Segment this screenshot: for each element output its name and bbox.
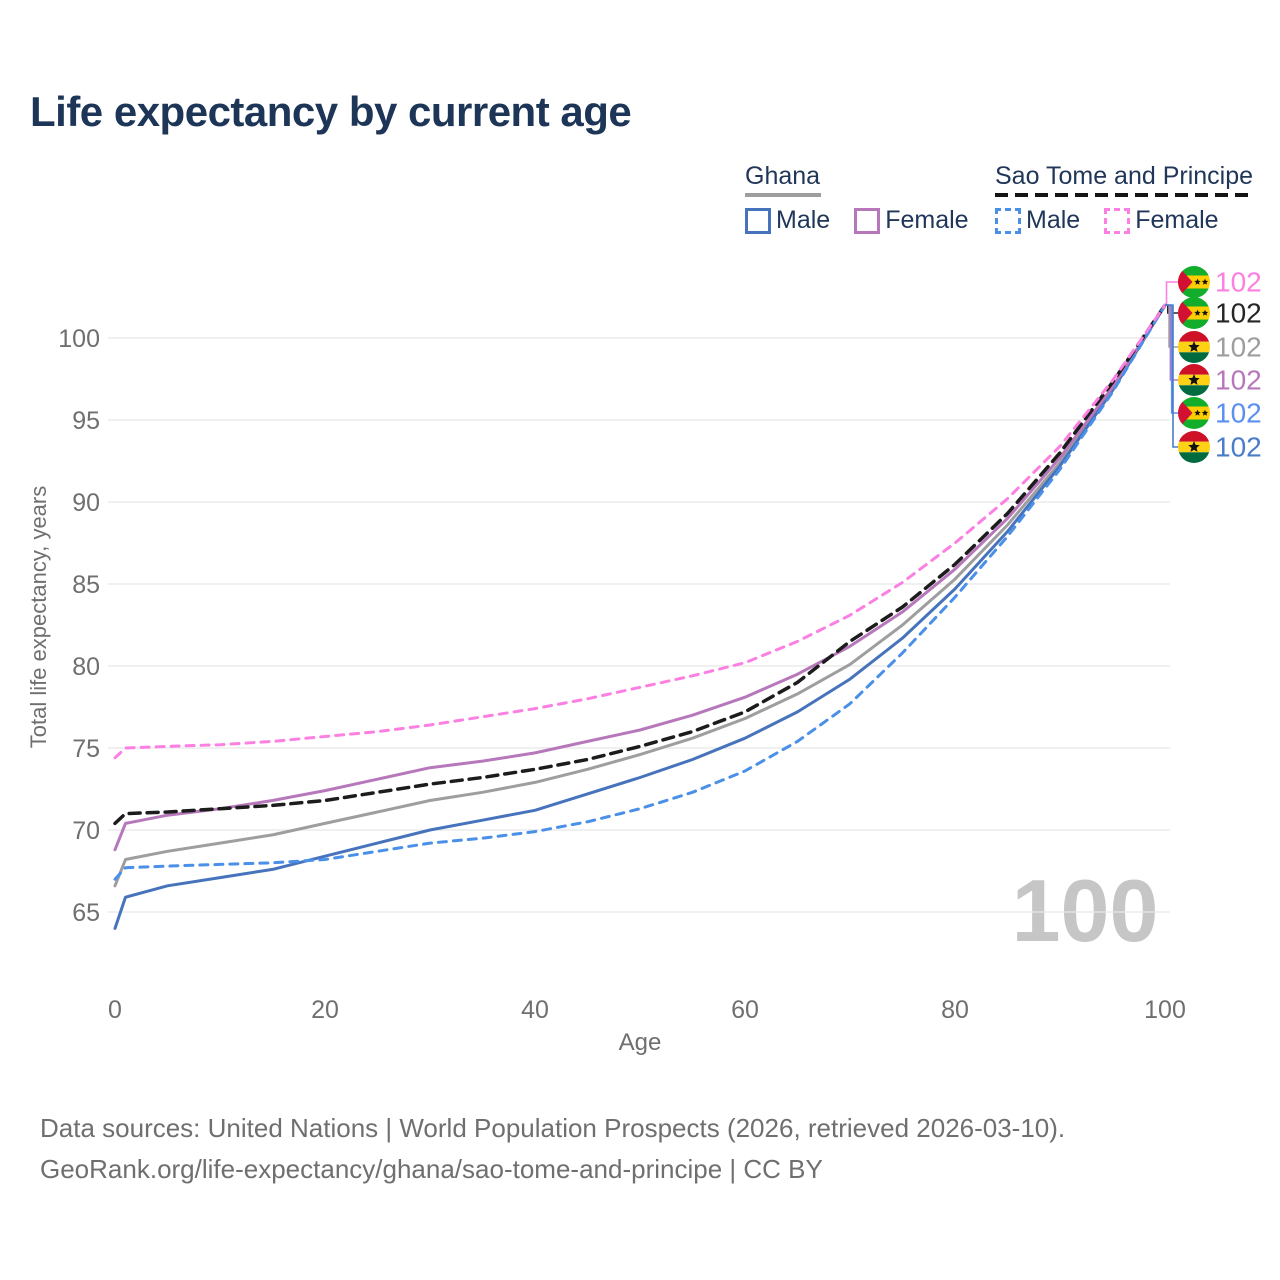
y-axis-tick-labels: 65 70 75 80 85 90 95 100 bbox=[58, 325, 100, 927]
legend-items: Male Female bbox=[745, 206, 993, 235]
series-line-sao-tome-and-principe-female bbox=[113, 303, 1167, 760]
ghana-flag-icon bbox=[1178, 431, 1210, 463]
end-label-value: 102 bbox=[1215, 332, 1262, 363]
end-label-connector bbox=[1165, 304, 1178, 448]
y-tick-label: 70 bbox=[72, 817, 100, 845]
legend-items: Male Female bbox=[995, 206, 1255, 235]
legend-item-label: Male bbox=[776, 206, 831, 234]
legend-group-ghana: Ghana Male Female bbox=[745, 163, 993, 235]
x-axis-title: Age bbox=[619, 1029, 662, 1056]
y-tick-label: 75 bbox=[72, 735, 100, 763]
series-line-ghana-both-sexes bbox=[113, 303, 1167, 888]
y-axis-title: Total life expectancy, years bbox=[26, 486, 51, 749]
x-tick-label: 20 bbox=[311, 996, 339, 1024]
legend-underline-solid bbox=[745, 193, 821, 197]
series-line-ghana-female bbox=[113, 303, 1167, 852]
y-tick-label: 95 bbox=[72, 407, 100, 435]
y-tick-label: 65 bbox=[72, 899, 100, 927]
legend-item-stp-male: Male bbox=[995, 206, 1080, 235]
legend-group-title: Ghana bbox=[745, 162, 821, 190]
end-label-connector bbox=[1165, 281, 1178, 306]
x-tick-label: 0 bbox=[108, 996, 122, 1024]
legend-item-ghana-male: Male bbox=[745, 206, 830, 235]
y-tick-label: 80 bbox=[72, 653, 100, 681]
series-swatch-icon bbox=[995, 207, 1021, 234]
legend-item-label: Female bbox=[1135, 206, 1219, 234]
gridlines bbox=[108, 337, 1170, 913]
legend-item-stp-female: Female bbox=[1104, 206, 1219, 235]
x-axis-tick-labels: 0 20 40 60 80 100 bbox=[108, 996, 1186, 1024]
attribution-url-text: GeoRank.org/life-expectancy/ghana/sao-to… bbox=[40, 1154, 823, 1184]
end-label-value: 102 bbox=[1215, 432, 1262, 463]
legend-item-ghana-female: Female bbox=[854, 206, 969, 235]
sao-tome-and-principe-flag-icon bbox=[1178, 397, 1210, 429]
y-tick-label: 85 bbox=[72, 571, 100, 599]
sao-tome-and-principe-flag-icon bbox=[1178, 266, 1210, 298]
end-label-value: 102 bbox=[1215, 267, 1262, 298]
legend: Ghana Male Female Sao Tome and Principe … bbox=[0, 163, 1280, 243]
series-swatch-icon bbox=[745, 207, 771, 234]
x-tick-label: 80 bbox=[941, 996, 969, 1024]
age-watermark: 100 bbox=[1012, 861, 1159, 960]
series-swatch-icon bbox=[854, 207, 881, 234]
y-tick-label: 90 bbox=[72, 489, 100, 517]
footer: Data sources: United Nations | World Pop… bbox=[40, 1108, 1065, 1190]
series-line-sao-tome-and-principe-both-sexes bbox=[113, 303, 1167, 826]
legend-item-label: Male bbox=[1026, 206, 1081, 234]
legend-group-title: Sao Tome and Principe bbox=[995, 162, 1254, 190]
series-swatch-icon bbox=[1104, 207, 1131, 234]
legend-group-sao-tome-and-principe: Sao Tome and Principe Male Female bbox=[995, 163, 1255, 235]
end-label-value: 102 bbox=[1215, 398, 1262, 429]
end-label-value: 102 bbox=[1215, 365, 1262, 396]
y-tick-label: 100 bbox=[58, 325, 100, 353]
end-label-value: 102 bbox=[1215, 298, 1262, 329]
x-tick-label: 60 bbox=[731, 996, 759, 1024]
data-sources-text: Data sources: United Nations | World Pop… bbox=[40, 1113, 1066, 1143]
series-line-ghana-male bbox=[113, 303, 1167, 930]
ghana-flag-icon bbox=[1178, 364, 1210, 396]
legend-underline-dashed bbox=[995, 193, 1255, 197]
x-tick-label: 40 bbox=[521, 996, 549, 1024]
end-label-connector bbox=[1165, 304, 1178, 414]
series-line-sao-tome-and-principe-male bbox=[113, 303, 1167, 881]
sao-tome-and-principe-flag-icon bbox=[1178, 297, 1210, 329]
legend-item-label: Female bbox=[885, 206, 969, 234]
series-lines bbox=[113, 303, 1167, 930]
ghana-flag-icon bbox=[1178, 331, 1210, 363]
page-title: Life expectancy by current age bbox=[30, 88, 632, 135]
x-tick-label: 100 bbox=[1144, 996, 1186, 1024]
